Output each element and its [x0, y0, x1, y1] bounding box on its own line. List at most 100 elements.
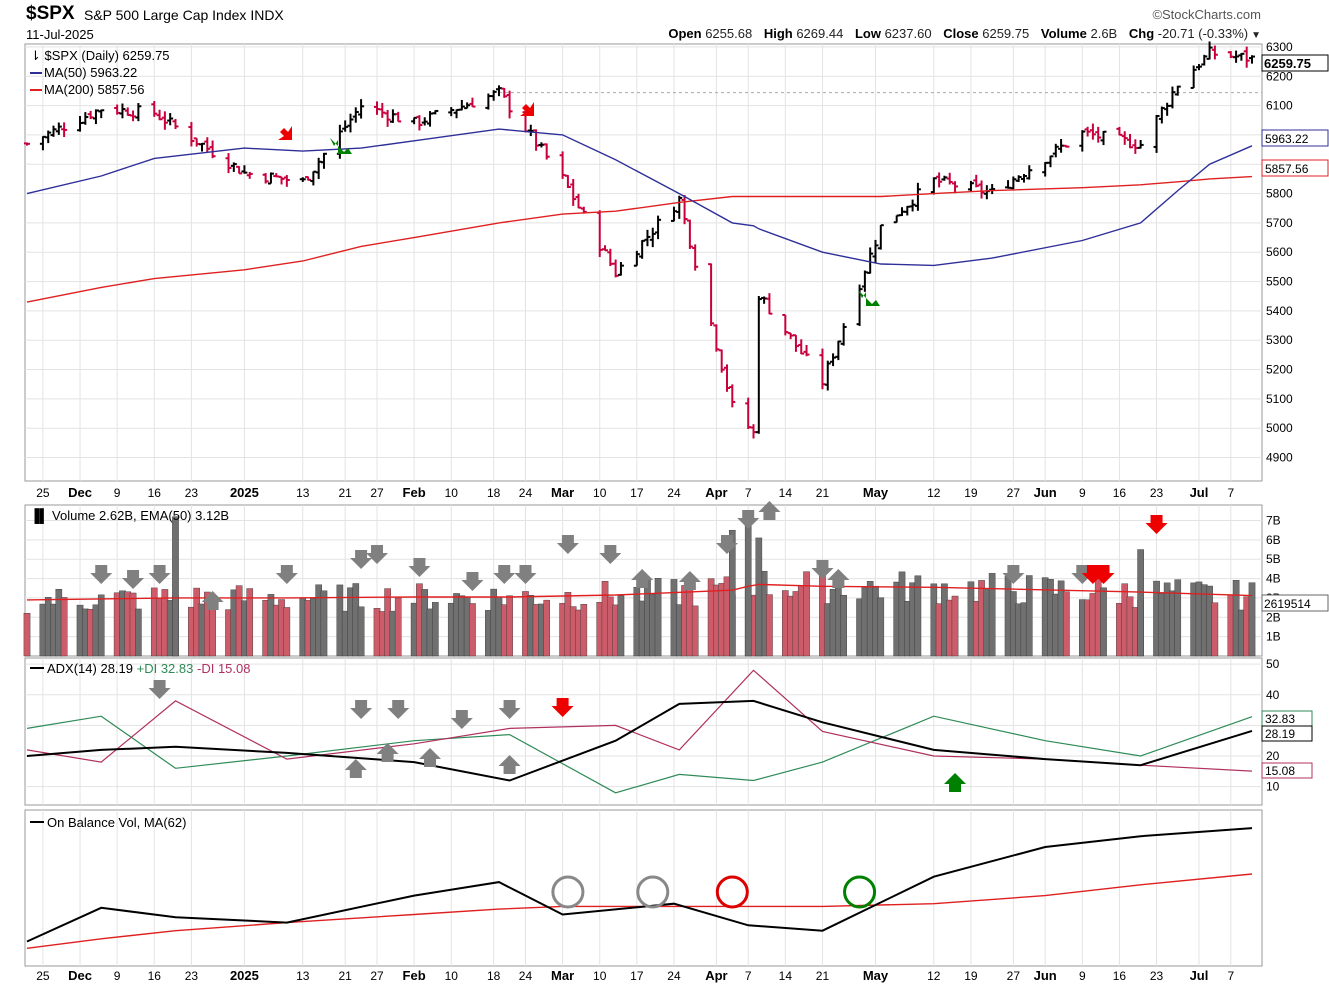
x-axis-label: 7 [1227, 486, 1234, 500]
ma50-legend: MA(50) 5963.22 [44, 65, 137, 80]
x-axis-label: 9 [114, 486, 121, 500]
x-axis-label: 7 [745, 969, 752, 983]
volume-bar [580, 604, 588, 657]
volume-badge: 2619514 [1261, 594, 1329, 612]
x-axis-label: Mar [551, 485, 574, 500]
price-tick-label: 5400 [1266, 304, 1293, 318]
price-tick-label: 4900 [1266, 451, 1293, 465]
x-axis-label: 10 [593, 969, 607, 983]
obv-legend: On Balance Vol, MA(62) [47, 815, 186, 830]
volume-value: 2.6B [1090, 26, 1118, 41]
brand-logo[interactable]: ©StockCharts.com [1152, 7, 1261, 22]
obv-panel [24, 809, 1263, 967]
volume-tick-label: 7B [1266, 513, 1281, 527]
volume-bar [23, 612, 31, 657]
x-axis-label: 27 [370, 969, 384, 983]
up-arrow-icon [344, 759, 367, 778]
down-arrow-icon [275, 565, 298, 584]
up-arrow-icon [376, 743, 399, 762]
x-axis-label: 9 [1079, 486, 1086, 500]
ohlc-readout: Open 6255.68 High 6269.44 Low 6237.60 Cl… [668, 26, 1261, 41]
x-axis-label: 2025 [230, 485, 259, 500]
volume-spike-bar [172, 516, 179, 657]
price-tick-label: 5500 [1266, 275, 1293, 289]
down-arrow-icon [122, 570, 145, 589]
volume-bar [840, 594, 847, 657]
x-axis-label: 21 [339, 969, 353, 983]
up-arrow-icon [631, 569, 654, 588]
down-arrow-icon [450, 710, 473, 729]
x-axis-label: 16 [1113, 486, 1127, 500]
down-arrow-icon [408, 558, 431, 577]
high-value: 6269.44 [796, 26, 844, 41]
x-axis-label: 24 [519, 486, 533, 500]
x-axis-label: Dec [68, 968, 92, 983]
volume-bar [97, 594, 105, 657]
volume-bar [1174, 579, 1182, 657]
down-arrow-icon [90, 565, 113, 584]
crossover-circle-marker [636, 875, 670, 909]
down-arrow-icon [737, 510, 760, 529]
x-axis-label: 27 [1007, 486, 1021, 500]
volume-bar [1025, 575, 1033, 657]
x-axis-label: 14 [779, 486, 793, 500]
volume-bar [357, 606, 365, 657]
volume-ema-line [26, 583, 1253, 601]
volume-bar [803, 571, 810, 657]
x-axis-label: 17 [630, 486, 644, 500]
down-arrow-icon [556, 535, 579, 554]
down-arrow-icon [1002, 565, 1025, 584]
price-tick-label: 6200 [1266, 69, 1293, 83]
adx-badge: 28.19 [1261, 725, 1313, 742]
symbol: $SPX [26, 3, 75, 24]
ma200-legend: MA(200) 5857.56 [44, 82, 144, 97]
x-axis-label: Jul [1190, 485, 1209, 500]
down-arrow-icon [350, 550, 373, 569]
crossover-circle-marker [843, 875, 877, 909]
x-axis-label: 16 [148, 969, 162, 983]
x-axis-label: 7 [745, 486, 752, 500]
svg-text:5857.56: 5857.56 [1265, 162, 1309, 176]
adx-tick-label: 20 [1266, 749, 1280, 763]
volume-spike-bar [1137, 549, 1144, 657]
x-axis-label: 25 [36, 969, 50, 983]
up-arrow-icon [944, 773, 967, 792]
x-axis-label: 21 [816, 969, 830, 983]
crossover-circle-marker [551, 875, 585, 909]
down-arrow-icon [716, 535, 738, 554]
down-arrow-icon [350, 700, 373, 719]
x-axis-label: Jun [1034, 968, 1057, 983]
svg-text:32.83: 32.83 [1265, 712, 1295, 726]
x-axis-label: 21 [339, 486, 353, 500]
adx-tick-label: 40 [1266, 688, 1280, 702]
x-axis-label: Feb [403, 968, 426, 983]
volume-tick-label: 2B [1266, 610, 1281, 624]
price-tick-label: 5800 [1266, 187, 1293, 201]
x-axis-label: 17 [630, 969, 644, 983]
x-axis-label: 19 [964, 969, 978, 983]
down-arrow-icon [366, 545, 388, 564]
down-arrow-icon [148, 565, 171, 584]
obv-line [26, 827, 1253, 943]
x-axis-label: Apr [705, 485, 727, 500]
svg-text:28.19: 28.19 [1265, 727, 1295, 741]
ma50-line [26, 128, 1253, 267]
x-axis-label: 16 [148, 486, 162, 500]
volume-tick-label: 6B [1266, 533, 1281, 547]
volume-bar [951, 595, 959, 657]
x-axis-label: Jul [1190, 968, 1209, 983]
volume-bar [320, 590, 328, 657]
price-tick-label: 6100 [1266, 99, 1293, 113]
x-axis-label: 23 [185, 486, 199, 500]
chart-date: 11-Jul-2025 [26, 27, 94, 42]
volume-bar [543, 599, 550, 657]
x-axis-label: 25 [36, 486, 50, 500]
up-arrow-icon [678, 571, 701, 590]
ma200-badge: 5857.56 [1261, 159, 1329, 177]
up-arrow-icon [419, 748, 442, 767]
x-axis-label: Feb [403, 485, 426, 500]
volume-bars-icon: ▐▌ [30, 508, 52, 524]
x-axis-label: 19 [964, 486, 978, 500]
volume-spike-bar [755, 537, 763, 657]
